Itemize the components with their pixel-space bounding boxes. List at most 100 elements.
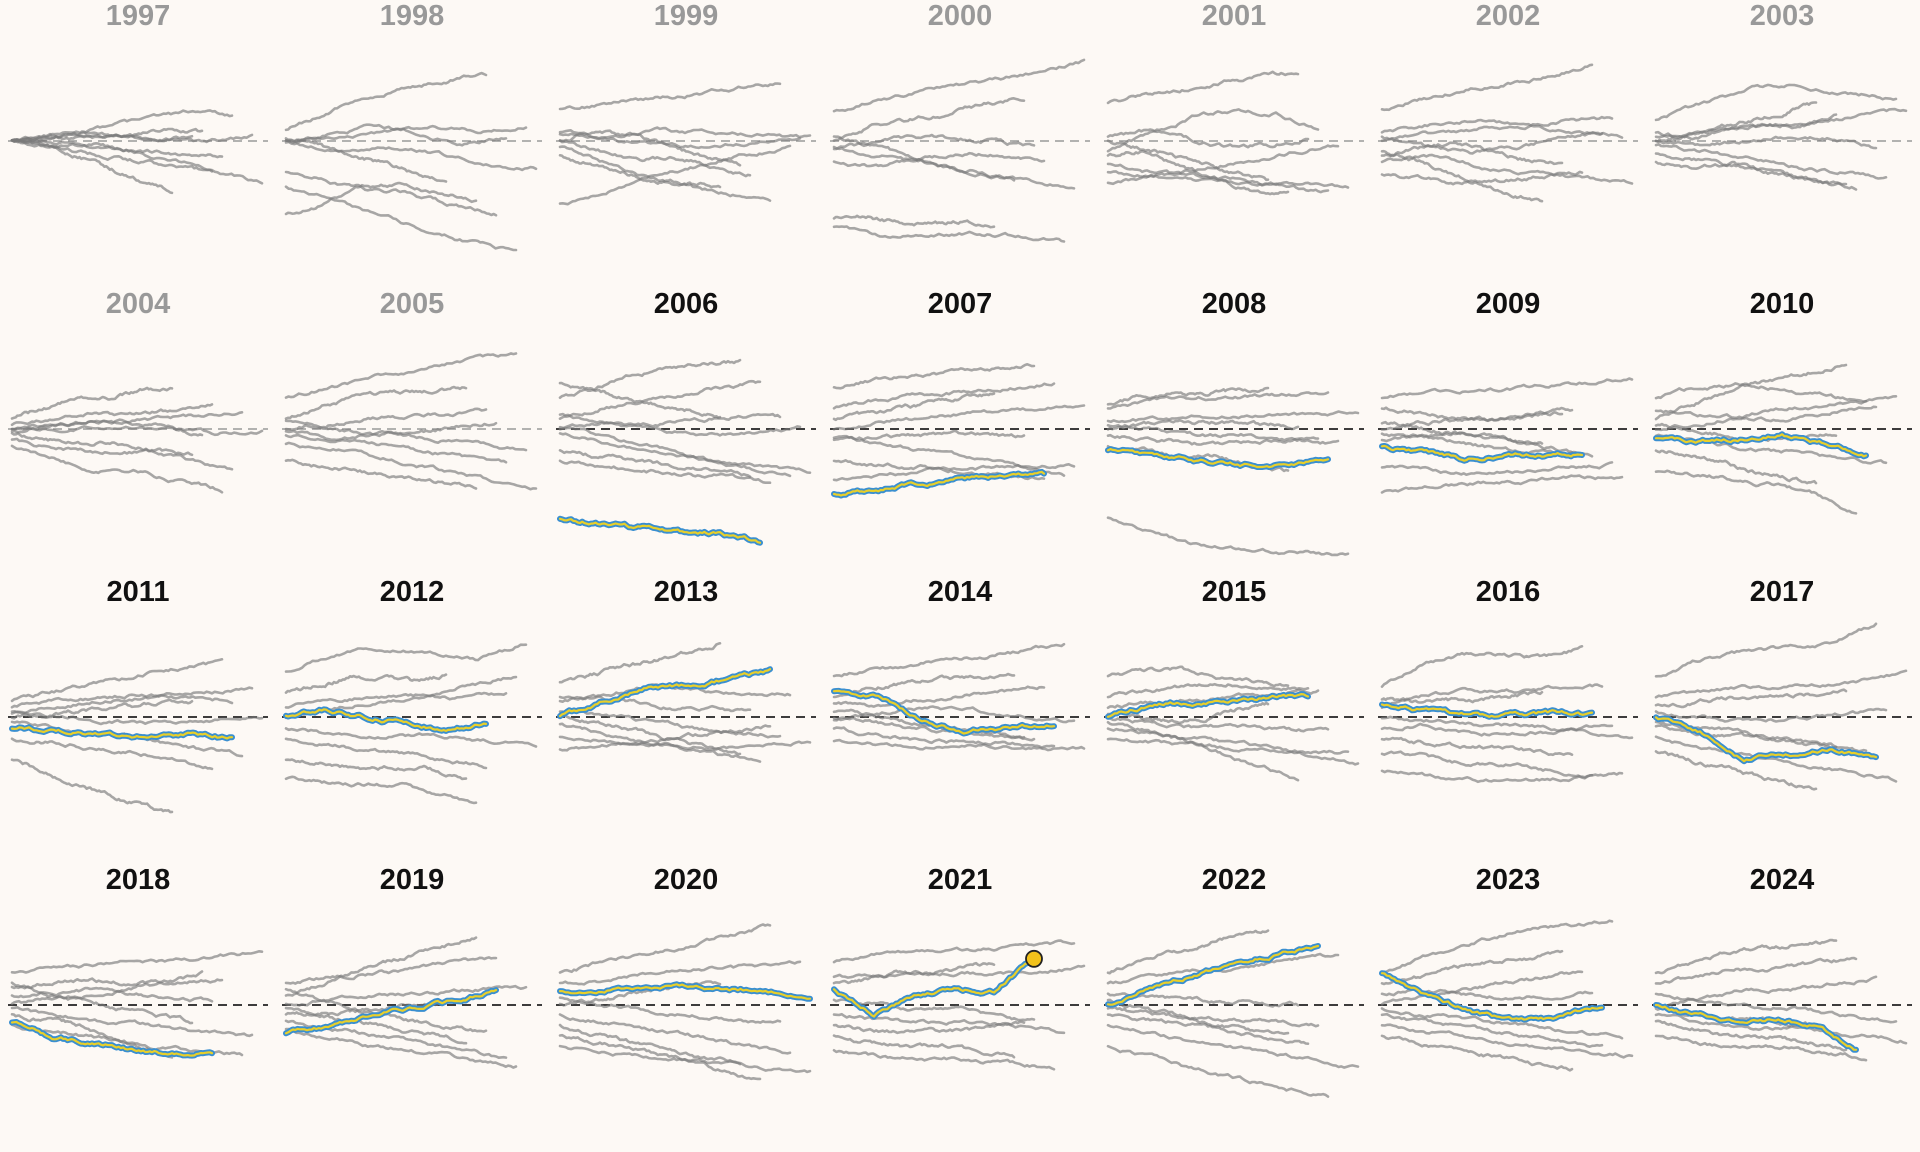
team-line bbox=[284, 956, 498, 985]
highlight-line bbox=[558, 517, 762, 544]
team-line bbox=[558, 1013, 792, 1055]
team-line bbox=[10, 758, 174, 814]
panel-2002: 2002 bbox=[1378, 0, 1638, 288]
team-line bbox=[558, 714, 742, 756]
panel-title: 2022 bbox=[1201, 864, 1267, 896]
team-line bbox=[1654, 622, 1878, 678]
team-line bbox=[1654, 135, 1878, 150]
team-line bbox=[1106, 716, 1330, 733]
team-line bbox=[558, 126, 812, 140]
panel-title: 2005 bbox=[379, 288, 445, 320]
team-line bbox=[284, 124, 528, 143]
team-line bbox=[832, 1034, 1016, 1059]
team-line bbox=[1106, 70, 1300, 105]
panel-plot-area bbox=[556, 642, 816, 763]
panel-2010: 2010 bbox=[1652, 288, 1912, 576]
panel-2007: 2007 bbox=[830, 288, 1090, 576]
team-line bbox=[1654, 83, 1898, 122]
team-line bbox=[832, 135, 1016, 182]
team-line bbox=[558, 379, 762, 420]
panel-2020: 2020 bbox=[556, 864, 816, 1152]
team-line bbox=[284, 691, 508, 709]
panel-title: 2012 bbox=[379, 576, 445, 608]
panel-plot-area bbox=[282, 643, 542, 805]
panel-2001: 2001 bbox=[1104, 0, 1364, 288]
team-line bbox=[284, 936, 478, 997]
team-line bbox=[832, 961, 996, 985]
team-line bbox=[1380, 1007, 1624, 1040]
panel-plot-area bbox=[1652, 363, 1912, 515]
team-line bbox=[284, 433, 508, 464]
panel-2014: 2014 bbox=[830, 576, 1090, 864]
team-line bbox=[1380, 406, 1574, 431]
team-line bbox=[558, 449, 752, 478]
panel-plot-area bbox=[8, 386, 268, 494]
current-position-marker bbox=[1025, 949, 1043, 968]
team-line bbox=[10, 437, 234, 471]
panel-title: 2017 bbox=[1749, 576, 1815, 608]
team-line bbox=[832, 964, 1086, 979]
panel-title: 1999 bbox=[653, 0, 719, 32]
team-line bbox=[832, 404, 1086, 431]
highlight-line bbox=[832, 955, 1036, 1018]
panel-plot-area bbox=[830, 363, 1090, 499]
panel-plot-area bbox=[282, 352, 542, 491]
team-line bbox=[10, 686, 254, 715]
team-line bbox=[558, 923, 772, 974]
team-line bbox=[1654, 395, 1898, 432]
team-line bbox=[10, 970, 204, 990]
team-line bbox=[1106, 419, 1300, 431]
team-line bbox=[1654, 688, 1848, 709]
team-line bbox=[10, 986, 214, 1003]
team-line bbox=[1380, 377, 1634, 400]
team-line bbox=[832, 672, 1016, 699]
team-line bbox=[1106, 108, 1320, 153]
team-line bbox=[1106, 139, 1270, 182]
team-line bbox=[1106, 410, 1360, 424]
team-line bbox=[558, 412, 782, 431]
team-line bbox=[1380, 1023, 1634, 1059]
highlight-line bbox=[1106, 448, 1330, 469]
panel-plot-area bbox=[1104, 70, 1364, 196]
team-line bbox=[10, 403, 214, 427]
team-line bbox=[284, 352, 518, 399]
team-line bbox=[284, 1006, 468, 1045]
panel-plot-area bbox=[1652, 83, 1912, 191]
panel-plot-area bbox=[1378, 63, 1638, 203]
panel-2004: 2004 bbox=[8, 288, 268, 576]
team-line bbox=[1106, 391, 1330, 410]
team-line bbox=[1380, 149, 1544, 203]
team-line bbox=[832, 382, 1056, 410]
team-line bbox=[10, 138, 174, 195]
team-line bbox=[558, 381, 722, 419]
team-line bbox=[1380, 722, 1614, 737]
team-line bbox=[1106, 1006, 1320, 1028]
team-line bbox=[1654, 1034, 1868, 1062]
team-line bbox=[1380, 715, 1634, 740]
panel-plot-area bbox=[282, 71, 542, 252]
team-line bbox=[1654, 669, 1908, 699]
team-line bbox=[1106, 149, 1290, 196]
team-line bbox=[1380, 153, 1634, 185]
panel-plot-area bbox=[1104, 386, 1364, 557]
team-line bbox=[558, 144, 792, 206]
panel-title: 2018 bbox=[105, 864, 171, 896]
team-line bbox=[284, 185, 518, 252]
team-line bbox=[10, 131, 254, 144]
highlight-line bbox=[10, 1020, 214, 1057]
highlight-line bbox=[1380, 703, 1594, 718]
team-line bbox=[1380, 683, 1604, 709]
team-line bbox=[1654, 107, 1908, 139]
team-line bbox=[1654, 469, 1858, 515]
team-line bbox=[558, 412, 802, 437]
team-line bbox=[1654, 382, 1868, 403]
team-line bbox=[1380, 63, 1594, 112]
team-line bbox=[1106, 701, 1270, 725]
team-line bbox=[558, 1044, 812, 1074]
panel-2012: 2012 bbox=[282, 576, 542, 864]
panel-title: 2024 bbox=[1749, 864, 1815, 896]
panel-1997: 1997 bbox=[8, 0, 268, 288]
team-line bbox=[558, 960, 802, 986]
panel-plot-area bbox=[830, 642, 1090, 752]
panel-title: 2019 bbox=[379, 864, 445, 896]
